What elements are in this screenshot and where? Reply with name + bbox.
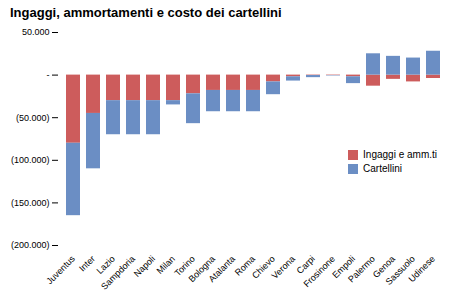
svg-text:Palermo: Palermo: [346, 254, 377, 285]
svg-text:Udinese: Udinese: [407, 254, 437, 284]
svg-text:(200.000): (200.000): [11, 240, 50, 250]
svg-text:(100.000): (100.000): [11, 155, 50, 165]
html-text:Ingaggi e amm.ti: Ingaggi e amm.ti: [363, 149, 437, 160]
svg-text:Genoa: Genoa: [370, 253, 397, 280]
svg-text:(50.000): (50.000): [16, 113, 50, 123]
svg-text:50.000: 50.000: [22, 27, 50, 37]
svg-text:(150.000): (150.000): [11, 198, 50, 208]
svg-text:Milan: Milan: [154, 253, 177, 276]
svg-text:Verona: Verona: [270, 254, 297, 281]
html-text:Ingaggi, ammortamenti e costo: Ingaggi, ammortamenti e costo dei cartel…: [10, 5, 282, 20]
html-text:Cartellini: Cartellini: [363, 163, 402, 174]
svg-text:-: -: [47, 70, 50, 80]
svg-text:Empoli: Empoli: [330, 253, 357, 281]
svg-text:Sampdoria: Sampdoria: [99, 254, 137, 292]
svg-text:Sassuolo: Sassuolo: [383, 253, 417, 287]
svg-text:Frosinone: Frosinone: [301, 253, 337, 290]
svg-text:Napoli: Napoli: [132, 254, 157, 279]
svg-text:Inter: Inter: [77, 254, 97, 274]
svg-text:Roma: Roma: [232, 253, 257, 278]
svg-text:Juventus: Juventus: [44, 253, 77, 286]
svg-text:Atalanta: Atalanta: [207, 254, 237, 284]
svg-text:Carpi: Carpi: [294, 253, 317, 276]
svg-text:Chievo: Chievo: [250, 253, 277, 281]
svg-text:Bologna: Bologna: [186, 253, 217, 285]
svg-text:Lazio: Lazio: [94, 253, 117, 276]
svg-text:Torino: Torino: [172, 253, 197, 279]
